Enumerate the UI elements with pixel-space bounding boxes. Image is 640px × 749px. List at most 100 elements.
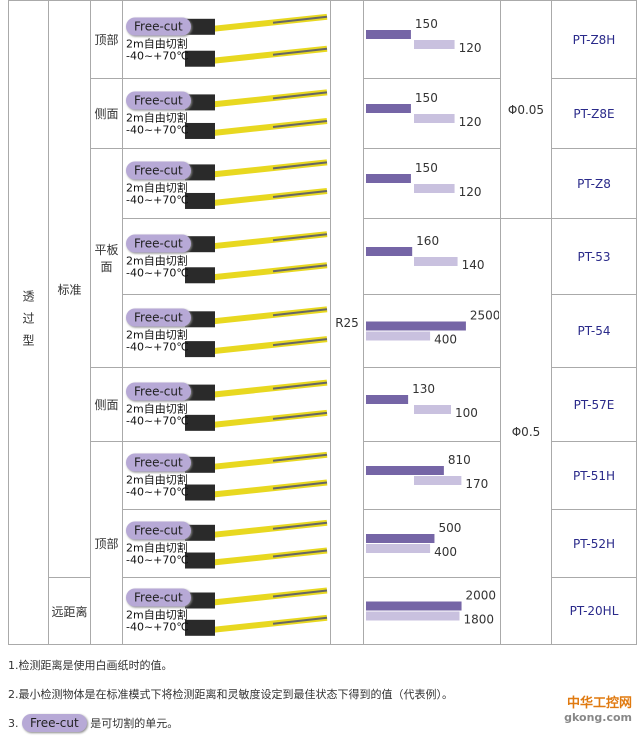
cable-core — [272, 481, 328, 490]
distance-chart: 2500 400 — [366, 308, 499, 346]
sensor-drawing — [185, 305, 328, 357]
sensor-drawing — [185, 519, 328, 569]
distance-label: 400 — [434, 545, 457, 559]
cable-core — [272, 589, 328, 597]
model-cell: PT-Z8H — [551, 0, 637, 79]
caption: Free-cut 2m自由切割 -40~+70℃ — [126, 588, 191, 634]
distance-cell: 2000 1800 — [363, 577, 501, 645]
model-name: PT-Z8H — [572, 32, 616, 47]
note-text: 是可切割的单元。 — [90, 717, 179, 730]
cable-length: 2m自由切割 — [126, 402, 188, 415]
orient-cell: 侧面 — [90, 78, 123, 149]
distance-chart: 130 100 — [366, 382, 478, 420]
cable-length: 2m自由切割 — [126, 541, 188, 554]
radius-cell: R25 — [330, 0, 364, 645]
distance-bar — [366, 103, 411, 113]
temperature: -40~+70℃ — [126, 123, 189, 136]
cable-core — [272, 453, 328, 462]
cable-core — [272, 616, 328, 625]
cable-core — [272, 90, 328, 99]
distance-chart: 160 140 — [366, 234, 484, 272]
temperature: -40~+70℃ — [126, 340, 189, 354]
badge: Free-cut — [126, 453, 191, 471]
badge: Free-cut — [126, 161, 191, 179]
distance-bar — [366, 394, 409, 404]
sensor-drawing — [185, 88, 328, 139]
sensor-drawing — [185, 13, 328, 67]
distance-chart: 150 120 — [366, 161, 481, 199]
orient-cell: 侧面 — [90, 367, 123, 442]
sensor — [185, 340, 215, 357]
distance-chart: 500 400 — [366, 521, 461, 559]
distance-chart: 810 170 — [366, 453, 488, 491]
distance-label: 170 — [465, 477, 488, 491]
watermark-url: gkong.com — [564, 711, 632, 724]
image-cell: Free-cut 2m自由切割 -40~+70℃ — [122, 148, 331, 219]
distance-label: 2500 — [470, 308, 499, 322]
distance-chart: 150 120 — [366, 91, 481, 129]
note-prefix: 3. — [8, 717, 19, 730]
sensor — [185, 384, 215, 401]
distance-chart: 150 120 — [366, 17, 481, 55]
model-cell: PT-51H — [551, 441, 637, 510]
type-cell: 透过型 — [8, 0, 49, 645]
note: 3. Free-cut 是可切割的单元。 — [8, 714, 178, 732]
cable-core — [272, 232, 328, 241]
spec-table: 透过型 标准 顶部 Free-cut 2m自由切割 -40~+70℃ R25 150… — [8, 0, 637, 645]
sensor — [185, 235, 215, 252]
distance-label: 100 — [455, 406, 478, 420]
cable-core — [272, 119, 328, 128]
cable-length: 2m自由切割 — [126, 328, 188, 342]
orient-cell: 平板面 — [90, 148, 123, 368]
image-cell: Free-cut 2m自由切割 -40~+70℃ — [122, 218, 331, 295]
distance-bar — [366, 246, 413, 256]
sensor — [185, 163, 215, 180]
temperature: -40~+70℃ — [126, 49, 189, 62]
model-name: PT-54 — [577, 324, 611, 338]
orient-label: 侧面 — [94, 107, 119, 121]
image-cell: Free-cut 2m自由切割 -40~+70℃ — [122, 78, 331, 149]
caption: Free-cut 2m自由切割 -40~+70℃ — [126, 234, 191, 279]
distance-bar — [366, 533, 435, 543]
temperature: -40~+70℃ — [126, 193, 189, 206]
orient-label: 顶部 — [94, 33, 119, 47]
cable-length: 2m自由切割 — [126, 111, 188, 124]
sensor-drawing — [185, 451, 328, 501]
caption: Free-cut 2m自由切割 -40~+70℃ — [126, 91, 191, 136]
distance-bar — [366, 173, 411, 183]
sensor — [185, 93, 215, 110]
sensor — [185, 552, 215, 569]
watermark: 中华工控网 gkong.com — [564, 692, 632, 724]
sensor — [185, 414, 215, 431]
group-label: 标准 — [57, 282, 82, 297]
badge: Free-cut — [126, 382, 191, 400]
distance-bar — [414, 39, 455, 49]
sensor — [185, 18, 215, 35]
cable-core — [272, 521, 328, 530]
distance-bar — [366, 321, 466, 330]
distance-label: 150 — [415, 17, 438, 31]
group-label: 远距离 — [51, 604, 88, 619]
cable-core — [272, 189, 328, 198]
cable-length: 2m自由切割 — [126, 254, 188, 267]
image-cell: Free-cut 2m自由切割 -40~+70℃ — [122, 0, 331, 79]
model-cell: PT-Z8 — [551, 148, 637, 219]
badge: Free-cut — [126, 17, 191, 35]
distance-bar — [366, 29, 411, 39]
distance-cell: 2500 400 — [363, 294, 501, 368]
temperature: -40~+70℃ — [126, 266, 189, 279]
model-cell: PT-52H — [551, 509, 637, 578]
sensor — [185, 619, 215, 636]
image-cell: Free-cut 2m自由切割 -40~+70℃ — [122, 294, 331, 368]
image-cell: Free-cut 2m自由切割 -40~+70℃ — [122, 441, 331, 510]
model-cell: PT-53 — [551, 218, 637, 295]
watermark-cn: 中华工控网 — [566, 696, 632, 711]
sensor-drawing — [185, 379, 328, 431]
caption: Free-cut 2m自由切割 -40~+70℃ — [126, 521, 191, 566]
radius: R25 — [335, 315, 359, 330]
distance-bar — [366, 465, 444, 475]
min-object-cell: Φ0.05 — [500, 0, 552, 219]
cable-core — [272, 263, 328, 272]
temperature: -40~+70℃ — [126, 553, 189, 566]
